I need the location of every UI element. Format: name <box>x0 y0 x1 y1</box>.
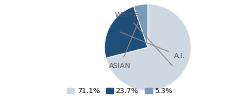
Text: WHITE: WHITE <box>114 12 173 66</box>
Legend: 71.1%, 23.7%, 5.3%: 71.1%, 23.7%, 5.3% <box>64 85 176 97</box>
Wedge shape <box>134 4 148 47</box>
Text: ASIAN: ASIAN <box>109 16 141 68</box>
Wedge shape <box>106 4 191 91</box>
Text: A.I.: A.I. <box>120 32 185 59</box>
Wedge shape <box>104 6 148 58</box>
